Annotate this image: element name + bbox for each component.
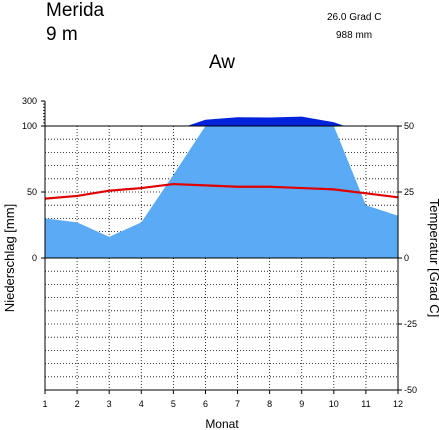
x-tick-label: 4 <box>139 399 144 409</box>
x-tick-label: 8 <box>267 399 272 409</box>
x-tick-label: 5 <box>171 399 176 409</box>
station-name: Merida <box>46 0 105 21</box>
y-axis-title-left: Niederschlag [mm] <box>2 204 17 312</box>
annual-precipitation: 988 mm <box>336 30 372 41</box>
temp-tick-label: -50 <box>404 385 417 395</box>
temperature-line <box>44 182 399 200</box>
x-tick-label: 12 <box>393 399 403 409</box>
climate-class: Aw <box>209 52 235 73</box>
x-tick-label: 7 <box>235 399 240 409</box>
temp-tick-label: 25 <box>404 187 414 197</box>
x-tick-label: 6 <box>203 399 208 409</box>
x-tick-label: 3 <box>107 399 112 409</box>
mean-temperature: 26.0 Grad C <box>327 12 381 23</box>
precip-tick-label: 100 <box>22 121 37 131</box>
precipitation-humid-area <box>187 116 345 126</box>
precip-tick-label: 300 <box>22 96 37 106</box>
x-tick-label: 9 <box>299 399 304 409</box>
precip-tick-label: 50 <box>27 187 37 197</box>
station-elevation: 9 m <box>46 24 78 45</box>
temp-tick-label: 0 <box>404 253 409 263</box>
y-axis-title-right: Temperatur [Grad C] <box>427 199 439 318</box>
temp-tick-label: 50 <box>404 121 414 131</box>
x-tick-label: 11 <box>361 399 370 409</box>
x-tick-label: 1 <box>42 399 47 409</box>
temp-tick-label: -25 <box>404 319 417 329</box>
x-axis-title: Monat <box>205 417 239 430</box>
precip-tick-label: 0 <box>32 253 37 263</box>
precipitation-area <box>45 126 398 258</box>
x-tick-label: 2 <box>75 399 80 409</box>
x-tick-label: 10 <box>329 399 339 409</box>
